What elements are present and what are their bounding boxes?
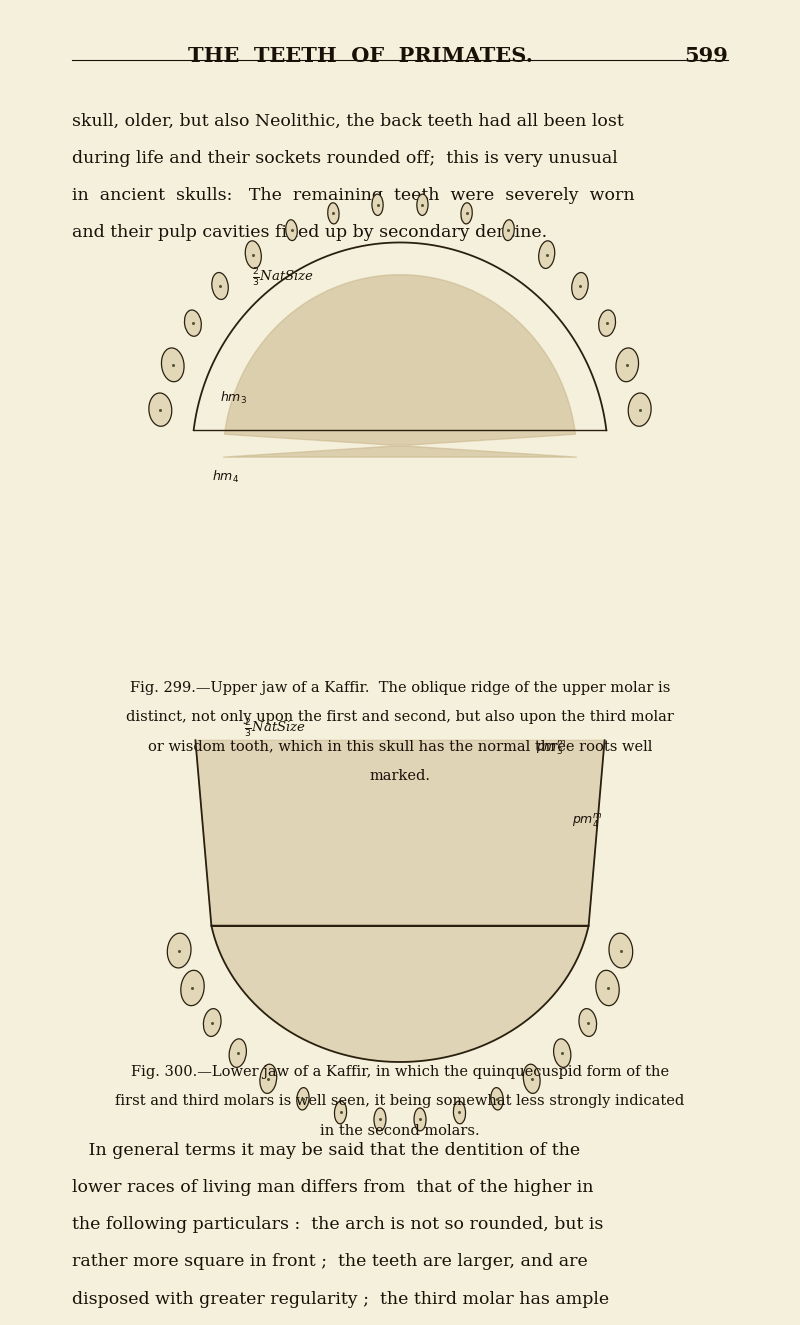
- Ellipse shape: [523, 1064, 540, 1093]
- Ellipse shape: [286, 220, 298, 241]
- Text: $\it{h}$$\it{m}_3$: $\it{h}$$\it{m}_3$: [220, 390, 247, 405]
- Ellipse shape: [579, 1008, 597, 1036]
- Ellipse shape: [246, 241, 262, 269]
- Ellipse shape: [260, 1064, 277, 1093]
- Text: distinct, not only upon the first and second, but also upon the third molar: distinct, not only upon the first and se…: [126, 710, 674, 725]
- Ellipse shape: [334, 1101, 346, 1124]
- Text: $\frac{2}{3}$NatSize: $\frac{2}{3}$NatSize: [252, 268, 314, 289]
- Ellipse shape: [461, 203, 472, 224]
- Ellipse shape: [162, 348, 184, 382]
- Polygon shape: [195, 741, 605, 1061]
- Text: the following particulars :  the arch is not so rounded, but is: the following particulars : the arch is …: [72, 1216, 603, 1234]
- Text: 599: 599: [684, 46, 728, 66]
- Ellipse shape: [374, 1108, 386, 1130]
- Ellipse shape: [229, 1039, 246, 1068]
- Text: in  ancient  skulls:   The  remaining  teeth  were  severely  worn: in ancient skulls: The remaining teeth w…: [72, 187, 634, 204]
- Ellipse shape: [212, 273, 228, 299]
- Ellipse shape: [328, 203, 339, 224]
- Ellipse shape: [502, 220, 514, 241]
- Text: $\it{h}$$\it{m}_4$: $\it{h}$$\it{m}_4$: [212, 469, 239, 485]
- Text: or wisdom tooth, which in this skull has the normal three roots well: or wisdom tooth, which in this skull has…: [148, 739, 652, 754]
- Ellipse shape: [554, 1039, 571, 1068]
- Ellipse shape: [167, 933, 191, 969]
- Text: $\it{p}$$\it{m}^m_3$: $\it{p}$$\it{m}^m_3$: [536, 739, 566, 758]
- Text: In general terms it may be said that the dentition of the: In general terms it may be said that the…: [72, 1142, 580, 1159]
- Ellipse shape: [491, 1088, 503, 1110]
- Ellipse shape: [417, 195, 428, 216]
- Ellipse shape: [297, 1088, 309, 1110]
- Ellipse shape: [149, 394, 172, 427]
- Ellipse shape: [185, 310, 202, 337]
- Ellipse shape: [596, 970, 619, 1006]
- Text: $\frac{2}{3}$NatSize: $\frac{2}{3}$NatSize: [244, 718, 306, 739]
- Text: disposed with greater regularity ;  the third molar has ample: disposed with greater regularity ; the t…: [72, 1291, 609, 1308]
- Ellipse shape: [598, 310, 615, 337]
- Text: marked.: marked.: [370, 768, 430, 783]
- Ellipse shape: [628, 394, 651, 427]
- Ellipse shape: [203, 1008, 221, 1036]
- Ellipse shape: [372, 195, 383, 216]
- Polygon shape: [223, 274, 577, 457]
- Ellipse shape: [616, 348, 638, 382]
- Ellipse shape: [609, 933, 633, 969]
- Ellipse shape: [538, 241, 554, 269]
- Text: skull, older, but also Neolithic, the back teeth had all been lost: skull, older, but also Neolithic, the ba…: [72, 113, 624, 130]
- Text: and their pulp cavities filled up by secondary dentine.: and their pulp cavities filled up by sec…: [72, 224, 547, 241]
- Text: rather more square in front ;  the teeth are larger, and are: rather more square in front ; the teeth …: [72, 1253, 588, 1271]
- Text: Fig. 299.—Upper jaw of a Kaffir.  The oblique ridge of the upper molar is: Fig. 299.—Upper jaw of a Kaffir. The obl…: [130, 681, 670, 696]
- Text: lower races of living man differs from  that of the higher in: lower races of living man differs from t…: [72, 1179, 594, 1196]
- Ellipse shape: [454, 1101, 466, 1124]
- Text: THE  TEETH  OF  PRIMATES.: THE TEETH OF PRIMATES.: [187, 46, 533, 66]
- Ellipse shape: [414, 1108, 426, 1130]
- Text: $\it{p}$$\it{m}^m_4$: $\it{p}$$\it{m}^m_4$: [572, 812, 602, 831]
- Ellipse shape: [181, 970, 204, 1006]
- Text: during life and their sockets rounded off;  this is very unusual: during life and their sockets rounded of…: [72, 150, 618, 167]
- Text: Fig. 300.—Lower jaw of a Kaffir, in which the quinquecuspid form of the: Fig. 300.—Lower jaw of a Kaffir, in whic…: [131, 1065, 669, 1080]
- Text: in the second molars.: in the second molars.: [320, 1124, 480, 1138]
- Ellipse shape: [572, 273, 588, 299]
- Text: first and third molars is well seen, it being somewhat less strongly indicated: first and third molars is well seen, it …: [115, 1094, 685, 1109]
